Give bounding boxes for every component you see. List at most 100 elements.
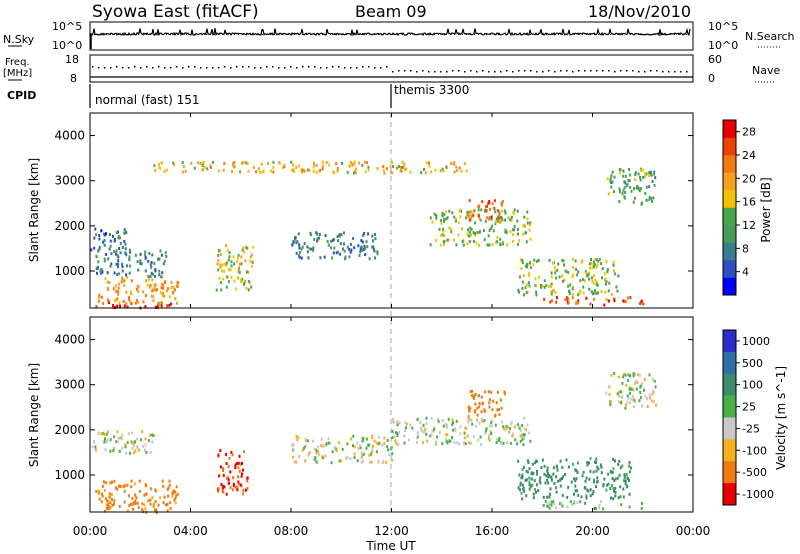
x-tick-label: 00:00 xyxy=(676,524,711,538)
data-cell xyxy=(159,496,162,500)
data-cell xyxy=(120,437,123,441)
data-cell xyxy=(499,242,502,246)
data-cell xyxy=(586,274,589,277)
data-cell xyxy=(554,291,557,295)
data-cell xyxy=(318,453,321,457)
data-cell xyxy=(232,161,235,165)
data-cell xyxy=(429,243,432,247)
nave-dot xyxy=(290,66,292,68)
nsearch-dot xyxy=(202,34,203,35)
data-cell xyxy=(338,459,341,463)
data-cell xyxy=(232,163,234,167)
nsearch-dot xyxy=(358,34,359,35)
data-cell xyxy=(306,168,309,172)
data-cell xyxy=(490,432,493,435)
x-tick-label: 20:00 xyxy=(575,524,610,538)
nsky-tick-bottom-right: 10^0 xyxy=(708,39,738,52)
data-cell xyxy=(640,507,643,511)
data-cell xyxy=(353,456,356,459)
data-cell xyxy=(621,381,624,385)
data-cell xyxy=(132,507,135,511)
data-cell xyxy=(547,475,550,479)
data-cell xyxy=(350,160,352,164)
data-cell xyxy=(359,444,361,447)
data-cell xyxy=(469,390,472,393)
data-cell xyxy=(650,197,653,200)
data-cell xyxy=(556,468,559,472)
data-cell xyxy=(588,271,591,275)
nsearch-dot xyxy=(94,34,95,35)
data-cell xyxy=(220,483,223,486)
data-cell xyxy=(136,446,139,450)
nave-dot xyxy=(602,70,604,72)
data-cell xyxy=(123,304,126,308)
data-cell xyxy=(480,208,483,212)
nave-dot xyxy=(296,67,298,69)
data-cell xyxy=(519,429,522,433)
data-cell xyxy=(431,220,434,224)
data-cell xyxy=(468,230,471,234)
nsearch-dot xyxy=(218,34,219,35)
data-cell xyxy=(534,277,537,281)
data-cell xyxy=(167,494,170,498)
velocity-ylabel: Slant Range [km] xyxy=(27,363,41,467)
data-cell xyxy=(607,192,610,196)
data-cell xyxy=(550,503,553,507)
data-cell xyxy=(499,216,502,220)
data-cell xyxy=(166,168,169,172)
data-cell xyxy=(130,302,133,306)
data-cell xyxy=(639,390,642,394)
data-cell xyxy=(322,455,325,459)
data-cell xyxy=(310,233,312,237)
data-cell xyxy=(206,167,209,171)
data-cell xyxy=(395,166,398,170)
data-cell xyxy=(653,379,656,383)
nsearch-dot xyxy=(410,34,411,35)
nsearch-dot xyxy=(146,34,147,35)
data-cell xyxy=(227,481,230,485)
data-cell xyxy=(529,223,532,227)
data-cell xyxy=(318,233,321,236)
nave-dot xyxy=(104,67,106,69)
data-cell xyxy=(632,405,635,409)
data-cell xyxy=(222,484,225,488)
data-cell xyxy=(616,289,619,293)
data-cell xyxy=(474,425,477,428)
data-cell xyxy=(648,185,651,189)
data-cell xyxy=(112,447,115,450)
data-cell xyxy=(104,277,107,281)
data-cell xyxy=(389,164,392,168)
data-cell xyxy=(408,438,410,442)
data-cell xyxy=(139,262,142,266)
data-cell xyxy=(227,280,230,284)
data-cell xyxy=(546,504,549,508)
data-cell xyxy=(461,240,464,243)
data-cell xyxy=(240,280,243,284)
data-cell xyxy=(225,492,228,496)
data-cell xyxy=(550,290,553,294)
data-cell xyxy=(112,305,115,309)
data-cell xyxy=(103,238,106,242)
data-cell xyxy=(618,190,621,194)
data-cell xyxy=(618,400,621,404)
data-cell xyxy=(651,392,653,396)
data-cell xyxy=(122,279,125,283)
data-cell xyxy=(104,497,107,501)
data-cell xyxy=(245,270,248,274)
data-cell xyxy=(136,437,139,441)
data-cell xyxy=(232,476,235,480)
data-cell xyxy=(549,487,552,491)
data-cell xyxy=(160,301,163,305)
power-colorbar-tick-label: 12 xyxy=(742,219,756,232)
data-cell xyxy=(376,167,379,171)
data-cell xyxy=(517,486,520,490)
data-cell xyxy=(625,403,628,407)
data-cell xyxy=(448,439,451,443)
nsearch-dot xyxy=(678,34,679,35)
data-cell xyxy=(298,455,301,459)
data-cell xyxy=(325,442,328,446)
data-cell xyxy=(526,221,529,225)
data-cell xyxy=(598,506,601,510)
